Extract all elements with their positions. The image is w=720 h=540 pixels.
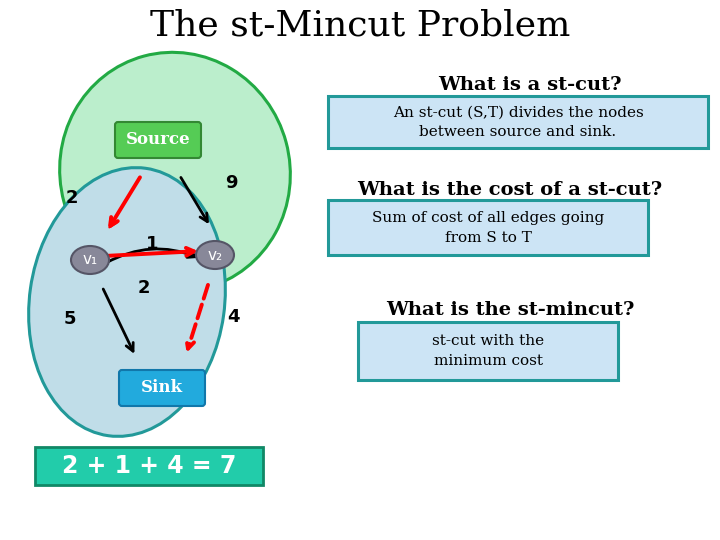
- Text: 2 + 1 + 4 = 7: 2 + 1 + 4 = 7: [62, 454, 236, 478]
- FancyArrowPatch shape: [109, 177, 140, 227]
- Text: What is the cost of a st-cut?: What is the cost of a st-cut?: [357, 181, 662, 199]
- Text: Sink: Sink: [141, 380, 183, 396]
- FancyArrowPatch shape: [110, 177, 140, 226]
- Text: An st-cut (S,T) divides the nodes
between source and sink.: An st-cut (S,T) divides the nodes betwee…: [392, 105, 644, 139]
- Text: 4: 4: [227, 308, 239, 326]
- Text: The st-Mincut Problem: The st-Mincut Problem: [150, 8, 570, 42]
- FancyArrowPatch shape: [181, 178, 207, 221]
- FancyArrowPatch shape: [103, 289, 133, 351]
- Text: 2: 2: [66, 189, 78, 207]
- FancyBboxPatch shape: [119, 370, 205, 406]
- Text: 9: 9: [225, 174, 238, 192]
- FancyArrowPatch shape: [107, 248, 194, 256]
- FancyBboxPatch shape: [328, 96, 708, 148]
- Ellipse shape: [29, 167, 225, 436]
- Text: 5: 5: [64, 310, 76, 328]
- Ellipse shape: [60, 52, 290, 292]
- Text: v₂: v₂: [207, 247, 222, 262]
- Ellipse shape: [71, 246, 109, 274]
- Text: What is the st-mincut?: What is the st-mincut?: [386, 301, 634, 319]
- FancyBboxPatch shape: [328, 200, 648, 255]
- Text: 2: 2: [138, 279, 150, 297]
- FancyArrowPatch shape: [107, 249, 196, 262]
- Text: Sum of cost of all edges going
from S to T: Sum of cost of all edges going from S to…: [372, 211, 604, 245]
- FancyBboxPatch shape: [358, 322, 618, 380]
- Text: v₁: v₁: [82, 253, 98, 267]
- FancyBboxPatch shape: [115, 122, 201, 158]
- FancyArrowPatch shape: [186, 285, 208, 349]
- Text: What is a st-cut?: What is a st-cut?: [438, 76, 622, 94]
- Ellipse shape: [196, 241, 234, 269]
- FancyBboxPatch shape: [35, 447, 263, 485]
- Text: st-cut with the
minimum cost: st-cut with the minimum cost: [432, 334, 544, 368]
- Text: Source: Source: [126, 132, 190, 148]
- Text: 1: 1: [145, 235, 158, 253]
